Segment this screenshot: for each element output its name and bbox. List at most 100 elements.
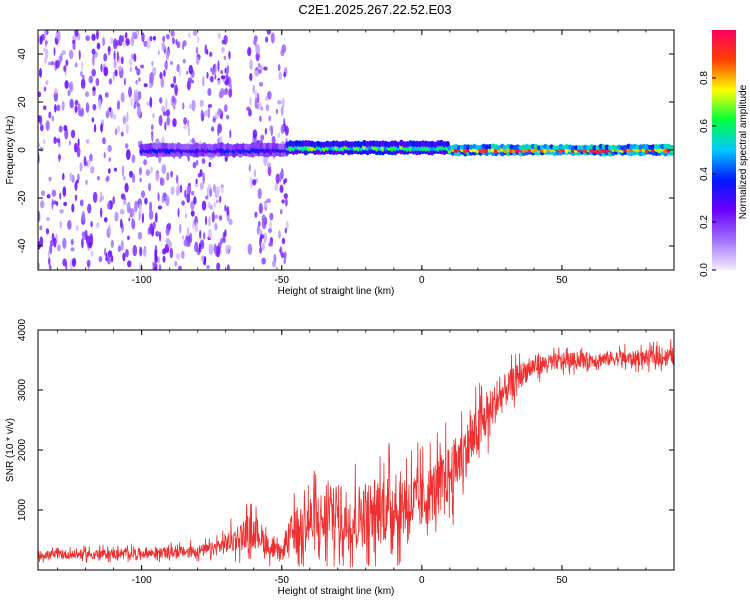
heatmap-noise-cell <box>184 213 188 219</box>
heatmap-noise-cell <box>261 214 266 223</box>
heatmap-noise-cell <box>270 32 275 44</box>
heatmap-noise-cell <box>58 125 63 133</box>
heatmap-noise-cell <box>103 53 108 62</box>
heatmap-noise-cell <box>76 146 81 158</box>
heatmap-noise-cell <box>152 112 155 119</box>
heatmap-noise-cell <box>92 86 96 91</box>
colorbar-tick-label: 0.0 <box>699 263 710 277</box>
heatmap-noise-cell <box>133 89 139 101</box>
heatmap-noise-cell <box>224 80 229 86</box>
heatmap-noise-cell <box>254 97 258 109</box>
heatmap-noise-cell <box>65 59 69 67</box>
heatmap-noise-cell <box>151 131 154 143</box>
heatmap-noise-cell <box>213 201 216 208</box>
heatmap-noise-cell <box>127 260 132 268</box>
snr-x-ticks: -100 -50 0 50 <box>57 330 675 586</box>
y-tick-label: 1000 <box>17 498 28 521</box>
heatmap-noise-cell <box>138 167 143 176</box>
heatmap-noise-cell <box>284 227 287 234</box>
heatmap-noise-cell <box>247 46 252 57</box>
heatmap-noise-cell <box>131 173 136 183</box>
heatmap-noise-cell <box>257 69 262 74</box>
heatmap-noise-cell <box>158 97 163 104</box>
y-tick-label: -20 <box>17 190 28 205</box>
heatmap-noise-cell <box>92 103 97 111</box>
heatmap-noise-cell <box>131 154 136 164</box>
heatmap-noise-cell <box>166 116 171 126</box>
heatmap-noise-cell <box>259 247 262 254</box>
heatmap-noise-cell <box>91 117 95 123</box>
heatmap-noise-cell <box>164 61 168 70</box>
heatmap-noise-cell <box>69 98 74 109</box>
heatmap-noise-cell <box>50 61 55 66</box>
heatmap-noise-cell <box>165 33 170 40</box>
heatmap-noise-cell <box>171 95 176 104</box>
heatmap-noise-cell <box>86 259 91 268</box>
heatmap-noise-cell <box>74 181 78 191</box>
heatmap-noise-cell <box>110 239 114 248</box>
heatmap-noise-cell <box>63 201 68 206</box>
heatmap-noise-cell <box>207 228 213 239</box>
heatmap-noise-cell <box>62 258 67 267</box>
heatmap-noise-cell <box>265 95 268 102</box>
spectrogram-panel: -100 -50 0 50 -40 -20 0 20 40 Height of straigh… <box>5 29 675 297</box>
snr-y-ticks: 1000 2000 3000 4000 <box>17 318 674 521</box>
heatmap-noise-cell <box>207 107 211 119</box>
heatmap-noise-cell <box>203 232 206 240</box>
heatmap-noise-cell <box>149 35 153 42</box>
heatmap-noise-cell <box>74 62 78 68</box>
heatmap-noise-cell <box>84 91 90 98</box>
heatmap-noise-cell <box>120 240 124 251</box>
heatmap-noise-cell <box>59 192 62 200</box>
heatmap-noise-cell <box>159 71 163 80</box>
heatmap-noise-cell <box>269 221 273 229</box>
heatmap-noise-cell <box>209 75 214 83</box>
heatmap-noise-cell <box>221 39 226 45</box>
heatmap-noise-cell <box>192 219 195 231</box>
heatmap-noise-cell <box>63 125 68 132</box>
heatmap-noise-cell <box>121 165 125 177</box>
heatmap-noise-cell <box>270 125 274 137</box>
heatmap-noise-cell <box>277 99 282 105</box>
heatmap-noise-cell <box>130 35 135 47</box>
heatmap-noise-cell <box>92 191 98 203</box>
heatmap-noise-cell <box>182 42 185 50</box>
heatmap-noise-cell <box>169 247 174 259</box>
heatmap-noise-cell <box>95 222 100 228</box>
figure-title: C2E1.2025.267.22.52.E03 <box>298 2 451 17</box>
heatmap-noise-cell <box>136 30 140 36</box>
heatmap-noise-cell <box>126 201 131 213</box>
heatmap-noise-cell <box>160 77 165 88</box>
heatmap-noise-cell <box>181 250 185 259</box>
heatmap-noise-cell <box>226 64 230 75</box>
heatmap-noise-cell <box>217 60 220 72</box>
heatmap-noise-cell <box>213 243 217 254</box>
heatmap-noise-cell <box>130 97 133 107</box>
heatmap-noise-cell <box>53 47 56 56</box>
heatmap-noise-cell <box>255 44 261 55</box>
heatmap-noise-cell <box>46 194 51 199</box>
heatmap-noise-cell <box>161 196 165 204</box>
heatmap-noise-cell <box>221 185 224 194</box>
heatmap-noise-cell <box>154 266 157 270</box>
heatmap-noise-cell <box>56 244 62 252</box>
heatmap-noise-cell <box>280 252 285 259</box>
heatmap-noise-cell <box>64 128 69 140</box>
heatmap-noise-cell <box>70 129 76 139</box>
heatmap-noise-cell <box>200 109 204 120</box>
heatmap-noise-cell <box>44 48 49 60</box>
heatmap-noise-cell <box>275 173 280 185</box>
heatmap-noise-cell <box>39 35 43 45</box>
heatmap-noise-cell <box>132 31 137 38</box>
heatmap-noise-cell <box>254 35 257 47</box>
heatmap-noise-cell <box>249 59 253 70</box>
heatmap-noise-cell <box>157 256 160 264</box>
heatmap-noise-cell <box>211 69 215 76</box>
heatmap-noise-cell <box>212 117 216 123</box>
heatmap-noise-cell <box>266 162 272 168</box>
heatmap-noise-cell <box>285 220 289 230</box>
heatmap-noise-cell <box>280 209 283 215</box>
x-tick-label: 0 <box>419 275 425 286</box>
heatmap-noise-cell <box>190 210 195 217</box>
